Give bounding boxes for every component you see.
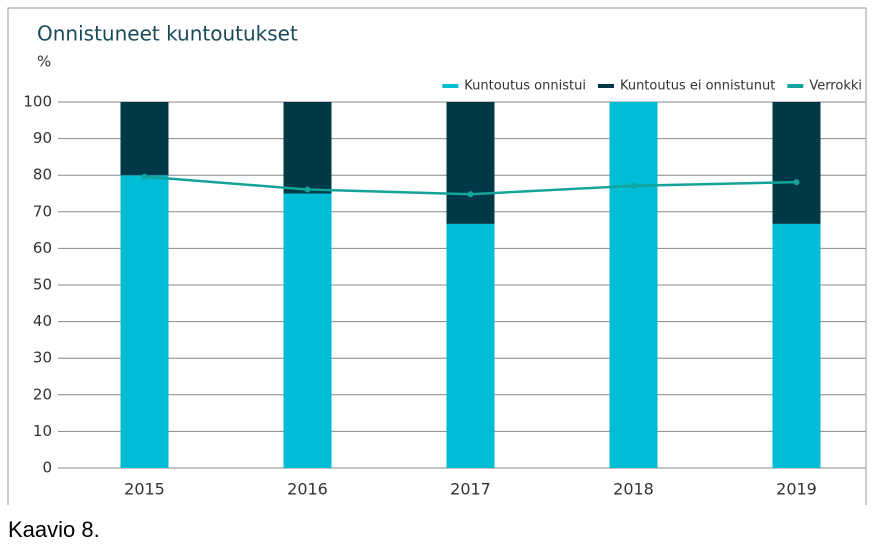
chart-title: Onnistuneet kuntoutukset (37, 22, 298, 46)
legend-label: Kuntoutus onnistui (464, 79, 586, 94)
y-tick-label: 70 (33, 202, 52, 220)
x-tick-label: 2016 (287, 480, 328, 499)
line-point (304, 186, 311, 193)
y-tick-label: 90 (33, 129, 52, 147)
legend-label: Kuntoutus ei onnistunut (620, 79, 775, 94)
line-point (467, 191, 474, 198)
y-axis-label: % (37, 53, 51, 71)
y-tick-label: 10 (33, 422, 52, 440)
x-tick-label: 2018 (613, 480, 654, 499)
bar-segment (772, 102, 821, 224)
bar-segment (120, 102, 169, 176)
y-tick-label: 30 (33, 349, 52, 367)
bar-segment (446, 102, 495, 224)
bar-segment (283, 193, 332, 468)
line-point (630, 182, 637, 189)
y-tick-label: 60 (33, 239, 52, 257)
bar-segment (609, 102, 658, 468)
bar-segment (446, 223, 495, 468)
y-tick-label: 0 (42, 459, 52, 477)
x-tick-label: 2019 (776, 480, 817, 499)
x-tick-label: 2017 (450, 480, 491, 499)
y-tick-label: 20 (33, 385, 52, 403)
bar-segment (772, 223, 821, 468)
y-tick-label: 80 (33, 166, 52, 184)
line-point (141, 173, 148, 180)
bar-segment (120, 175, 169, 468)
chart-frame (7, 7, 867, 505)
caption: Kaavio 8. (8, 517, 100, 542)
legend-label: Verrokki (809, 79, 862, 94)
y-tick-label: 40 (33, 312, 52, 330)
y-tick-label: 100 (23, 93, 52, 111)
y-tick-label: 50 (33, 276, 52, 294)
bar-segment (283, 102, 332, 194)
x-tick-label: 2015 (124, 480, 165, 499)
line-point (793, 179, 800, 186)
